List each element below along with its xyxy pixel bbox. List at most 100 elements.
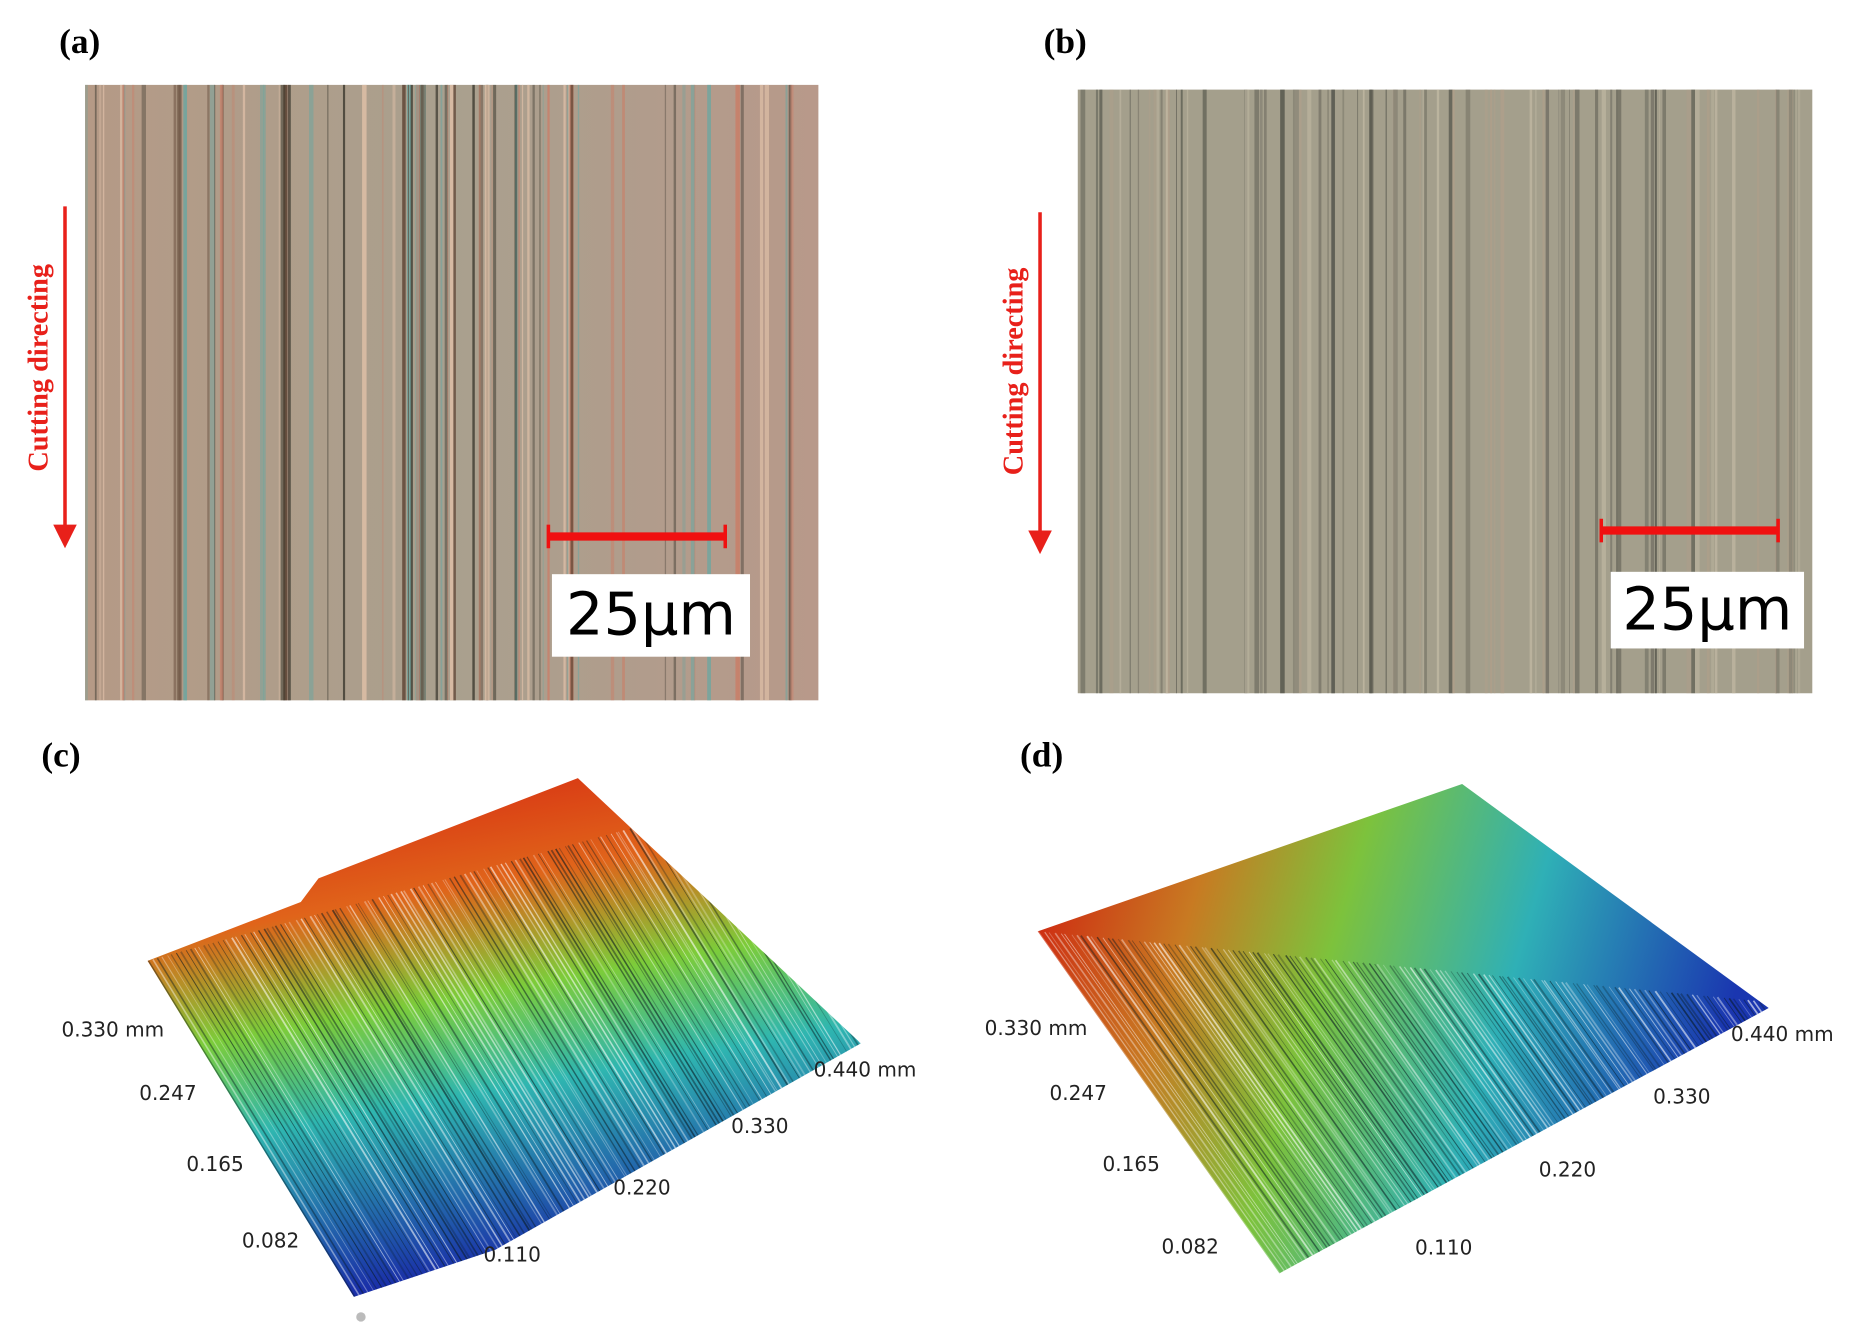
x-axis-label: 0.110: [484, 1243, 541, 1267]
stripe: [85, 84, 88, 701]
stripe: [664, 84, 667, 701]
stripe: [435, 84, 439, 701]
stripe: [1695, 89, 1700, 694]
y-axis-label: 0.082: [242, 1228, 299, 1252]
ridge: [1037, 931, 1305, 1274]
ridge: [300, 918, 529, 1289]
ridge: [198, 946, 426, 1297]
ridge: [387, 894, 616, 1265]
stripe: [449, 84, 454, 701]
stripe: [1534, 89, 1537, 694]
stripe: [1109, 89, 1114, 694]
stripe: [1175, 89, 1177, 694]
x-axis-label: 0.220: [613, 1175, 670, 1199]
ridge: [280, 924, 508, 1295]
ridge: [224, 939, 454, 1297]
stripe: [542, 84, 544, 701]
stripe: [1595, 89, 1599, 694]
ridge: [1096, 936, 1364, 1274]
panel-label: (b): [1044, 21, 1087, 61]
y-axis-label: 0.330 mm: [985, 1016, 1088, 1040]
stripe: [521, 84, 524, 701]
stripe: [1572, 89, 1575, 694]
ridge: [152, 958, 381, 1297]
stripe: [1714, 89, 1718, 694]
direction-label: Cutting directing: [23, 264, 54, 472]
stripe: [517, 84, 520, 701]
ridge: [367, 900, 595, 1271]
ridge: [794, 783, 861, 1154]
stripe: [1545, 89, 1550, 694]
ridge: [156, 957, 385, 1297]
ridge: [824, 778, 861, 1146]
stripe: [1264, 89, 1267, 694]
ridge: [363, 900, 593, 1272]
ridge: [371, 898, 600, 1270]
stripe: [1796, 89, 1798, 694]
stripe: [1244, 89, 1250, 694]
stripe: [176, 84, 181, 701]
stripe: [1574, 89, 1580, 694]
ridge: [843, 778, 861, 1140]
stripe: [381, 84, 384, 701]
ridge: [1347, 961, 1615, 1274]
ridge: [1076, 934, 1344, 1274]
direction-label: Cutting directing: [998, 268, 1029, 476]
stripe: [1422, 89, 1425, 694]
stripe: [764, 84, 770, 701]
ridge: [257, 930, 487, 1297]
ridge: [175, 952, 404, 1297]
ridge: [263, 928, 492, 1297]
stripe: [1254, 89, 1260, 694]
stripe: [1543, 89, 1546, 694]
ridge: [797, 782, 861, 1153]
ridge: [1706, 995, 1769, 1274]
stripe: [1419, 89, 1421, 694]
stripe: [402, 84, 406, 701]
panel-label: (a): [59, 21, 100, 61]
stripe: [242, 84, 246, 701]
stripe: [410, 84, 413, 701]
ridge: [194, 947, 423, 1297]
stripe: [1436, 89, 1440, 694]
y-axis-label: 0.082: [1161, 1234, 1218, 1258]
surface-3d: [1037, 784, 1769, 1274]
ridge: [820, 778, 861, 1147]
ridge: [253, 931, 482, 1297]
stripe: [1662, 89, 1667, 694]
ridge: [189, 948, 419, 1297]
ridge: [760, 792, 861, 1163]
ridge: [1090, 936, 1358, 1274]
stripe: [414, 84, 420, 701]
stripe: [122, 84, 125, 701]
stripe: [1500, 89, 1505, 694]
ridge: [1638, 989, 1769, 1274]
stripe: [1393, 89, 1398, 694]
x-axis-label: 0.330: [1653, 1085, 1710, 1109]
ridge: [331, 909, 561, 1281]
stripe: [1691, 89, 1696, 694]
stripe: [421, 84, 426, 701]
ridge: [837, 778, 861, 1142]
stripe: [1424, 89, 1427, 694]
ridge: [316, 914, 545, 1285]
stripe: [1160, 89, 1163, 694]
stripe: [1259, 89, 1263, 694]
scale-bar: 25μm: [546, 524, 751, 657]
ridge: [304, 917, 532, 1288]
stripe: [567, 84, 569, 701]
ridge: [240, 934, 469, 1297]
stripe: [1654, 89, 1657, 694]
micrograph-texture: [1080, 89, 1801, 694]
stripe: [1650, 89, 1655, 694]
y-axis-label: 0.165: [186, 1152, 243, 1176]
stripe: [1616, 89, 1622, 694]
ridge: [250, 932, 478, 1297]
stripe: [472, 84, 475, 701]
y-axis-label: 0.330 mm: [61, 1017, 164, 1041]
stripe: [1644, 89, 1649, 694]
stripe: [1560, 89, 1566, 694]
stripe: [514, 84, 518, 701]
ridge: [775, 788, 861, 1159]
stripe: [173, 84, 177, 701]
